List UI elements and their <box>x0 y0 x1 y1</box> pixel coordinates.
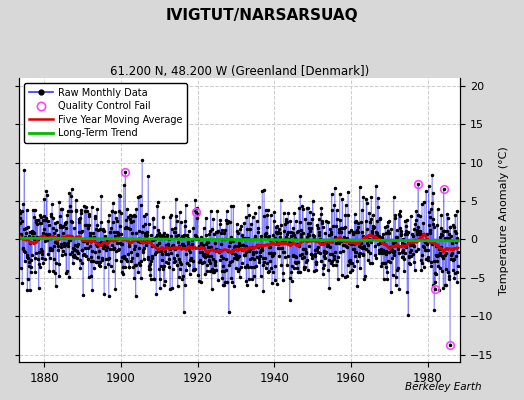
Title: 61.200 N, 48.200 W (Greenland [Denmark]): 61.200 N, 48.200 W (Greenland [Denmark]) <box>110 65 369 78</box>
Y-axis label: Temperature Anomaly (°C): Temperature Anomaly (°C) <box>499 146 509 294</box>
Legend: Raw Monthly Data, Quality Control Fail, Five Year Moving Average, Long-Term Tren: Raw Monthly Data, Quality Control Fail, … <box>24 83 188 143</box>
Text: Berkeley Earth: Berkeley Earth <box>406 382 482 392</box>
Text: IVIGTUT/NARSARSUAQ: IVIGTUT/NARSARSUAQ <box>166 8 358 23</box>
